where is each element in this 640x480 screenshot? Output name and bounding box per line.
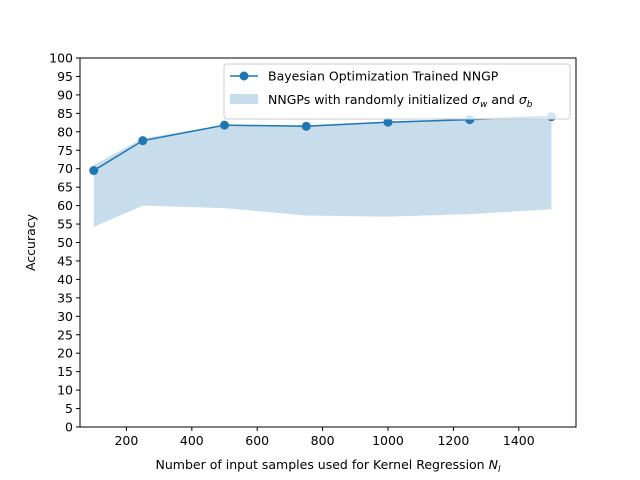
legend-marker-swatch bbox=[239, 71, 249, 81]
y-tick-label: 45 bbox=[57, 253, 73, 268]
data-point bbox=[89, 166, 99, 176]
y-tick-label: 55 bbox=[57, 217, 73, 232]
x-axis-title: Number of input samples used for Kernel … bbox=[156, 457, 501, 475]
data-point bbox=[138, 136, 148, 146]
y-axis-title: Accuracy bbox=[23, 213, 38, 271]
x-axis-ticks: 200 400 600 800 1000 1200 1400 bbox=[114, 427, 535, 448]
y-tick-label: 85 bbox=[57, 106, 73, 121]
y-tick-label: 100 bbox=[49, 51, 73, 66]
random-init-band bbox=[93, 114, 552, 227]
x-tick-label: 200 bbox=[114, 433, 138, 448]
data-point bbox=[301, 121, 311, 131]
y-axis-ticks: 0 5 10 15 20 25 30 35 40 45 50 55 60 65 70 75 80 85 90 95 10… bbox=[49, 51, 80, 435]
y-tick-label: 35 bbox=[57, 290, 73, 305]
legend-label-random-init: NNGPs with randomly initialized σw and σ… bbox=[268, 92, 533, 110]
data-point bbox=[220, 120, 230, 130]
y-tick-label: 70 bbox=[57, 161, 73, 176]
x-tick-label: 1400 bbox=[503, 433, 535, 448]
y-tick-label: 40 bbox=[57, 272, 73, 287]
y-tick-label: 10 bbox=[57, 383, 73, 398]
y-tick-label: 65 bbox=[57, 180, 73, 195]
y-tick-label: 60 bbox=[57, 198, 73, 213]
legend-label-bo-trained: Bayesian Optimization Trained NNGP bbox=[268, 69, 499, 84]
x-tick-label: 600 bbox=[245, 433, 269, 448]
y-tick-label: 15 bbox=[57, 364, 73, 379]
data-point bbox=[383, 117, 393, 127]
legend-band-swatch bbox=[230, 94, 258, 104]
y-tick-label: 0 bbox=[65, 420, 73, 435]
y-tick-label: 75 bbox=[57, 143, 73, 158]
legend-frame bbox=[223, 63, 571, 120]
x-tick-label: 800 bbox=[311, 433, 335, 448]
y-tick-label: 25 bbox=[57, 327, 73, 342]
y-tick-label: 90 bbox=[57, 87, 73, 102]
y-tick-label: 5 bbox=[65, 401, 73, 416]
y-tick-label: 50 bbox=[57, 235, 73, 250]
legend: Bayesian Optimization Trained NNGP NNGPs… bbox=[223, 63, 571, 120]
x-tick-label: 400 bbox=[180, 433, 204, 448]
x-tick-label: 1000 bbox=[372, 433, 404, 448]
y-tick-label: 80 bbox=[57, 124, 73, 139]
y-tick-label: 95 bbox=[57, 69, 73, 84]
x-tick-label: 1200 bbox=[437, 433, 469, 448]
plot-area bbox=[89, 112, 556, 227]
y-tick-label: 30 bbox=[57, 309, 73, 324]
y-tick-label: 20 bbox=[57, 346, 73, 361]
